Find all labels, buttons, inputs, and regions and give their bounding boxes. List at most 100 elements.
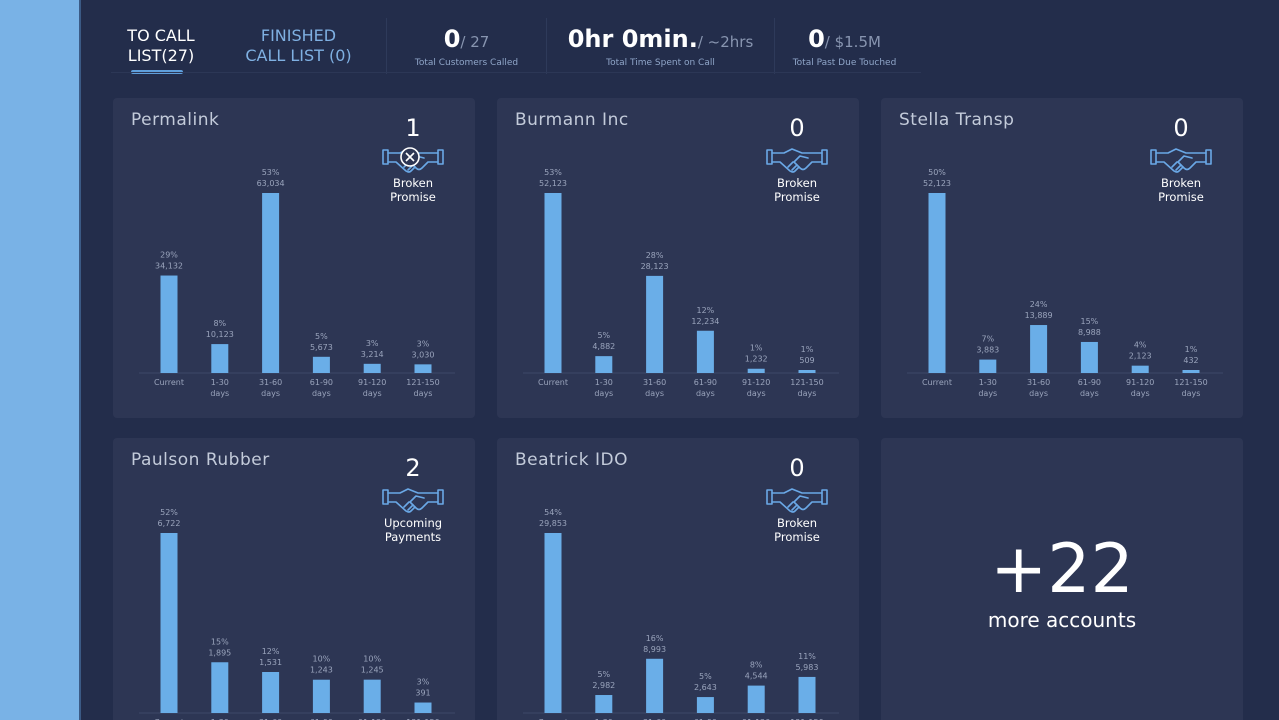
stat-total: / ~2hrs [697,32,754,51]
bar-percent-label: 10% [313,655,331,664]
bar[interactable] [414,702,432,713]
x-tick-label-sub: days [210,389,229,398]
bar[interactable] [363,679,381,713]
badge-label-line2: Promise [1158,190,1204,204]
bar[interactable] [160,533,178,713]
badge-label: Broken Promise [774,176,820,204]
promise-badge[interactable]: 0 Broken Promise [757,454,837,544]
aging-bar-chart: 52%6,722Current15%1,8951-30days12%1,5313… [139,508,455,720]
bar-percent-label: 3% [417,678,430,687]
bar-value-label: 8,993 [643,645,666,654]
account-card[interactable]: 50% 52,123 Current 7% 3,883 1-30 days 24% 13,889… [881,98,1243,418]
bar[interactable] [160,275,178,373]
bar-percent-label: 1% [750,344,763,353]
account-card[interactable]: 53% 52,123 Current 5% 4,882 1-30 days 28% 28,123… [497,98,859,418]
x-tick-label: 121-150 [1174,378,1207,387]
bar[interactable] [1080,341,1098,373]
bar-value-label: 28,123 [641,262,669,271]
header-bar: TO CALL LIST(27) FINISHED CALL LIST (0) … [111,18,941,74]
bar-percent-label: 3% [366,339,379,348]
bar-value-label: 1,531 [259,658,282,667]
aging-bar-chart: 29% 34,132 Current 8% 10,123 1-30 days 53% 63,03… [139,168,455,398]
bar[interactable] [747,685,765,713]
bar[interactable] [262,672,280,713]
bar[interactable] [979,359,997,373]
bar-percent-label: 8% [750,661,763,670]
stat-caption: Total Past Due Touched [792,57,897,68]
bar-percent-label: 1% [801,345,814,354]
x-tick-label: Current [154,718,184,720]
bar-value-label: 10,123 [206,330,234,339]
x-tick-label: 91-120 [358,718,386,720]
x-tick-label: Current [154,378,184,387]
main-panel: TO CALL LIST(27) FINISHED CALL LIST (0) … [81,0,1279,720]
bar-value-label: 52,123 [923,179,951,188]
bar[interactable] [595,356,613,373]
x-tick-label: 31-60 [643,718,666,720]
bar[interactable] [595,695,613,713]
bar-percent-label: 11% [798,652,816,661]
bar-value-label: 29,853 [539,519,567,528]
bar[interactable] [1030,325,1048,373]
bar[interactable] [798,676,816,713]
bar[interactable] [696,697,714,713]
bar[interactable] [544,533,562,713]
bar-value-label: 8,988 [1078,328,1101,337]
bar[interactable] [211,662,229,713]
x-tick-label: 91-120 [742,378,770,387]
badge-count: 0 [1173,114,1189,142]
account-card[interactable]: 54%29,853Current5%2,9821-30days16%8,9933… [497,438,859,720]
bar[interactable] [1131,365,1149,373]
bar[interactable] [544,193,562,373]
tab-label-line2: CALL LIST (0) [245,46,352,65]
bar-percent-label: 1% [1185,345,1198,354]
bar-percent-label: 53% [262,168,280,177]
bar[interactable] [928,193,946,373]
promise-badge[interactable]: 2 Upcoming Payments [373,454,453,544]
promise-badge[interactable]: 0 Broken Promise [1141,114,1221,204]
bar-percent-label: 54% [544,508,562,517]
bar-value-label: 5,673 [310,343,333,352]
aging-bar-chart: 53% 52,123 Current 5% 4,882 1-30 days 28% 28,123… [523,168,839,398]
x-tick-label-sub: days [696,389,715,398]
stat-total: / $1.5M [824,32,881,51]
bar[interactable] [363,363,381,373]
tab-to-call-list[interactable]: TO CALL LIST(27) [111,18,211,74]
account-card[interactable]: 29% 34,132 Current 8% 10,123 1-30 days 53% 63,03… [113,98,475,418]
more-accounts-card[interactable]: +22 more accounts [881,438,1243,720]
badge-label: Upcoming Payments [384,516,442,544]
sidebar [0,0,81,720]
bar-percent-label: 5% [597,331,610,340]
bar[interactable] [798,370,816,373]
bar[interactable] [211,344,229,373]
stat-caption: Total Time Spent on Call [606,57,715,68]
promise-badge[interactable]: 0 Broken Promise [757,114,837,204]
x-tick-label-sub: days [594,389,613,398]
account-card[interactable]: 52%6,722Current15%1,8951-30days12%1,5313… [113,438,475,720]
bar[interactable] [262,193,280,373]
x-tick-label-sub: days [798,389,817,398]
stat-value: 0hr 0min. [567,24,698,53]
promise-badge[interactable]: 1 Broken Promise [373,114,453,204]
account-name: Permalink [131,110,220,130]
bar-value-label: 4,882 [592,342,615,351]
bar[interactable] [1182,370,1200,373]
bar-percent-label: 28% [646,251,664,260]
bar[interactable] [696,330,714,373]
bar-percent-label: 29% [160,251,178,260]
bar-percent-label: 15% [1081,317,1099,326]
bar[interactable] [414,364,432,373]
bar[interactable] [747,368,765,373]
more-accounts-count: +22 [990,530,1134,609]
bar-value-label: 509 [799,356,814,365]
x-tick-label: 61-90 [694,718,717,720]
bar[interactable] [646,275,664,373]
bar-value-label: 1,245 [361,666,384,675]
x-tick-label: 91-120 [1126,378,1154,387]
bar[interactable] [312,356,330,373]
tab-finished-call-list[interactable]: FINISHED CALL LIST (0) [211,18,386,74]
bar-value-label: 1,232 [745,355,768,364]
x-tick-label: Current [922,378,952,387]
bar[interactable] [646,658,664,713]
bar[interactable] [312,679,330,713]
